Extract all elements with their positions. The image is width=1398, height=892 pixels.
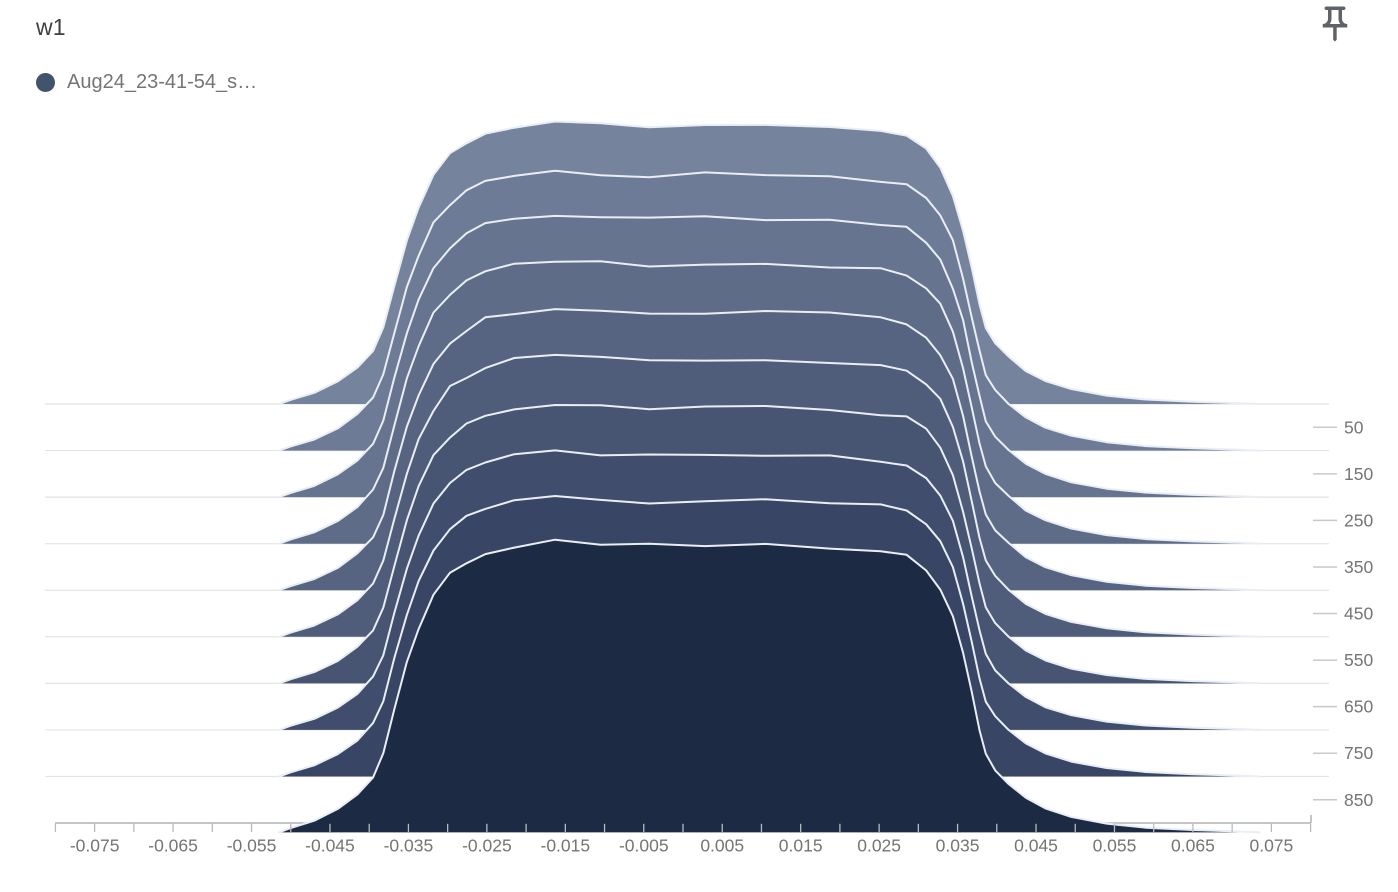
x-tick-label: 0.065 xyxy=(1171,836,1215,856)
histogram-ridge-step-920[interactable] xyxy=(279,539,1260,833)
y-tick-label: 850 xyxy=(1344,790,1373,810)
y-tick-label: 250 xyxy=(1344,510,1373,530)
x-tick-label: -0.005 xyxy=(619,836,669,856)
push-pin-icon xyxy=(1322,6,1348,41)
ridge-outline-step-0 xyxy=(278,120,1261,405)
pin-button[interactable] xyxy=(1312,2,1358,48)
x-tick-label: -0.025 xyxy=(462,836,512,856)
y-tick-label: 550 xyxy=(1344,650,1373,670)
y-tick-label: 750 xyxy=(1344,743,1373,763)
x-tick-label: -0.055 xyxy=(227,836,277,856)
x-tick-label: -0.015 xyxy=(541,836,591,856)
y-tick-label: 450 xyxy=(1344,604,1373,624)
x-tick-label: -0.075 xyxy=(70,836,120,856)
ridge-outline-step-100 xyxy=(278,169,1261,452)
card-title: w1 xyxy=(36,14,66,40)
x-tick-label: 0.015 xyxy=(779,836,823,856)
ridge-outline-step-200 xyxy=(278,214,1261,499)
x-tick-label: 0.075 xyxy=(1249,836,1293,856)
legend: Aug24_23-41-54_s… xyxy=(36,70,257,94)
ridge-outline-step-600 xyxy=(278,404,1261,685)
legend-run-label: Aug24_23-41-54_s… xyxy=(67,70,258,93)
x-tick-label: -0.045 xyxy=(305,836,355,856)
x-tick-label: 0.035 xyxy=(936,836,980,856)
ridge-outline-step-800 xyxy=(278,495,1261,778)
x-tick-label: 0.045 xyxy=(1014,836,1058,856)
y-tick-label: 350 xyxy=(1344,557,1373,577)
ridge-outline-step-300 xyxy=(278,260,1261,545)
ridge-outline-step-700 xyxy=(278,449,1261,731)
ridge-outline-step-400 xyxy=(278,308,1261,592)
ridge-outline-step-920 xyxy=(278,538,1261,834)
x-tick-label: 0.005 xyxy=(700,836,744,856)
y-tick-label: 150 xyxy=(1344,464,1373,484)
ridge-outline-step-500 xyxy=(278,353,1261,638)
legend-color-dot xyxy=(36,72,55,92)
x-tick-label: -0.065 xyxy=(148,836,198,856)
y-tick-label: 650 xyxy=(1344,697,1373,717)
x-tick-label: 0.055 xyxy=(1093,836,1137,856)
x-tick-label: -0.035 xyxy=(384,836,434,856)
y-tick-label: 50 xyxy=(1344,417,1364,437)
x-tick-label: 0.025 xyxy=(857,836,901,856)
